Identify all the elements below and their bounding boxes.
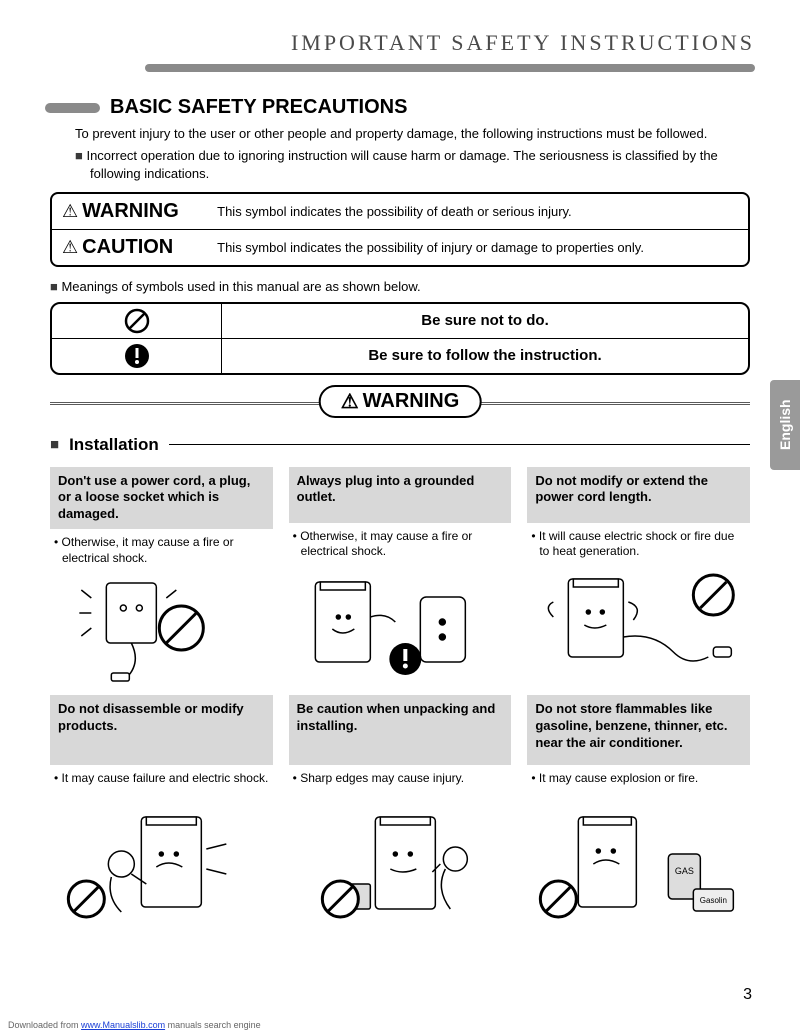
caution-desc: This symbol indicates the possibility of…: [217, 240, 738, 255]
card-title: Do not store flammables like gasoline, b…: [527, 695, 750, 765]
page-header-title: IMPORTANT SAFETY INSTRUCTIONS: [45, 30, 755, 56]
precaution-card: Do not disassemble or modify products. •…: [50, 695, 273, 919]
card-illustration: GAS Gasolin: [527, 809, 750, 919]
header-rule: [145, 64, 755, 72]
card-illustration: [289, 809, 512, 919]
card-note: • It will cause electric shock or fire d…: [527, 523, 750, 567]
card-title: Don't use a power cord, a plug, or a loo…: [50, 467, 273, 530]
must-icon: [52, 339, 222, 373]
symbol-meaning-table: Be sure not to do. Be sure to follow the…: [50, 302, 750, 375]
precaution-card: Always plug into a grounded outlet. • Ot…: [289, 467, 512, 684]
warning-row: ⚠ WARNING This symbol indicates the poss…: [52, 194, 748, 229]
square-bullet-icon: ■: [50, 436, 59, 453]
alert-icon: ⚠: [341, 389, 359, 414]
prohibit-icon: [52, 304, 222, 338]
warning-badge-label: WARNING: [363, 390, 460, 413]
language-tab: English: [770, 380, 800, 470]
card-illustration: [50, 573, 273, 683]
must-text: Be sure to follow the instruction.: [222, 341, 748, 370]
alert-icon: ⚠: [62, 237, 78, 258]
card-note: • It may cause explosion or fire.: [527, 765, 750, 809]
svg-text:Gasolin: Gasolin: [700, 896, 727, 905]
subsection-rule: [169, 444, 750, 445]
card-note: • Otherwise, it may cause a fire or elec…: [289, 523, 512, 567]
precaution-grid: Don't use a power cord, a plug, or a loo…: [50, 467, 750, 920]
section-title: BASIC SAFETY PRECAUTIONS: [110, 96, 407, 119]
prohibit-text: Be sure not to do.: [222, 306, 748, 335]
warning-badge: ⚠ WARNING: [319, 385, 482, 418]
warning-desc: This symbol indicates the possibility of…: [217, 204, 738, 219]
card-title: Do not disassemble or modify products.: [50, 695, 273, 765]
card-illustration: [50, 809, 273, 919]
section-bullet: [45, 103, 100, 113]
footer-suffix: manuals search engine: [165, 1020, 261, 1030]
intro-text: To prevent injury to the user or other p…: [75, 125, 745, 143]
warning-caution-box: ⚠ WARNING This symbol indicates the poss…: [50, 192, 750, 267]
meanings-text: Meanings of symbols used in this manual …: [50, 279, 750, 294]
footer-source: Downloaded from www.Manualslib.com manua…: [8, 1020, 261, 1030]
svg-text:GAS: GAS: [675, 866, 694, 876]
page-content: IMPORTANT SAFETY INSTRUCTIONS BASIC SAFE…: [0, 0, 800, 939]
table-row: Be sure not to do.: [52, 304, 748, 338]
subsection-title: Installation: [69, 435, 159, 455]
caution-label: CAUTION: [82, 236, 217, 259]
card-illustration: [527, 567, 750, 677]
alert-icon: ⚠: [62, 201, 78, 222]
section-header: BASIC SAFETY PRECAUTIONS: [45, 96, 755, 119]
card-title: Always plug into a grounded outlet.: [289, 467, 512, 523]
card-note: • Otherwise, it may cause a fire or elec…: [50, 529, 273, 573]
precaution-card: Do not modify or extend the power cord l…: [527, 467, 750, 684]
classification-note: Incorrect operation due to ignoring inst…: [75, 147, 745, 183]
page-number: 3: [743, 986, 752, 1004]
warning-label: WARNING: [82, 200, 217, 223]
precaution-card: Be caution when unpacking and installing…: [289, 695, 512, 919]
precaution-card: Do not store flammables like gasoline, b…: [527, 695, 750, 919]
card-note: • Sharp edges may cause injury.: [289, 765, 512, 809]
precaution-card: Don't use a power cord, a plug, or a loo…: [50, 467, 273, 684]
footer-link[interactable]: www.Manualslib.com: [81, 1020, 165, 1030]
subsection-header: ■ Installation: [50, 435, 750, 455]
card-title: Be caution when unpacking and installing…: [289, 695, 512, 765]
card-title: Do not modify or extend the power cord l…: [527, 467, 750, 523]
card-illustration: [289, 567, 512, 677]
footer-prefix: Downloaded from: [8, 1020, 81, 1030]
caution-row: ⚠ CAUTION This symbol indicates the poss…: [52, 229, 748, 265]
table-row: Be sure to follow the instruction.: [52, 338, 748, 373]
card-note: • It may cause failure and electric shoc…: [50, 765, 273, 809]
warning-divider: ⚠ WARNING: [50, 385, 750, 419]
